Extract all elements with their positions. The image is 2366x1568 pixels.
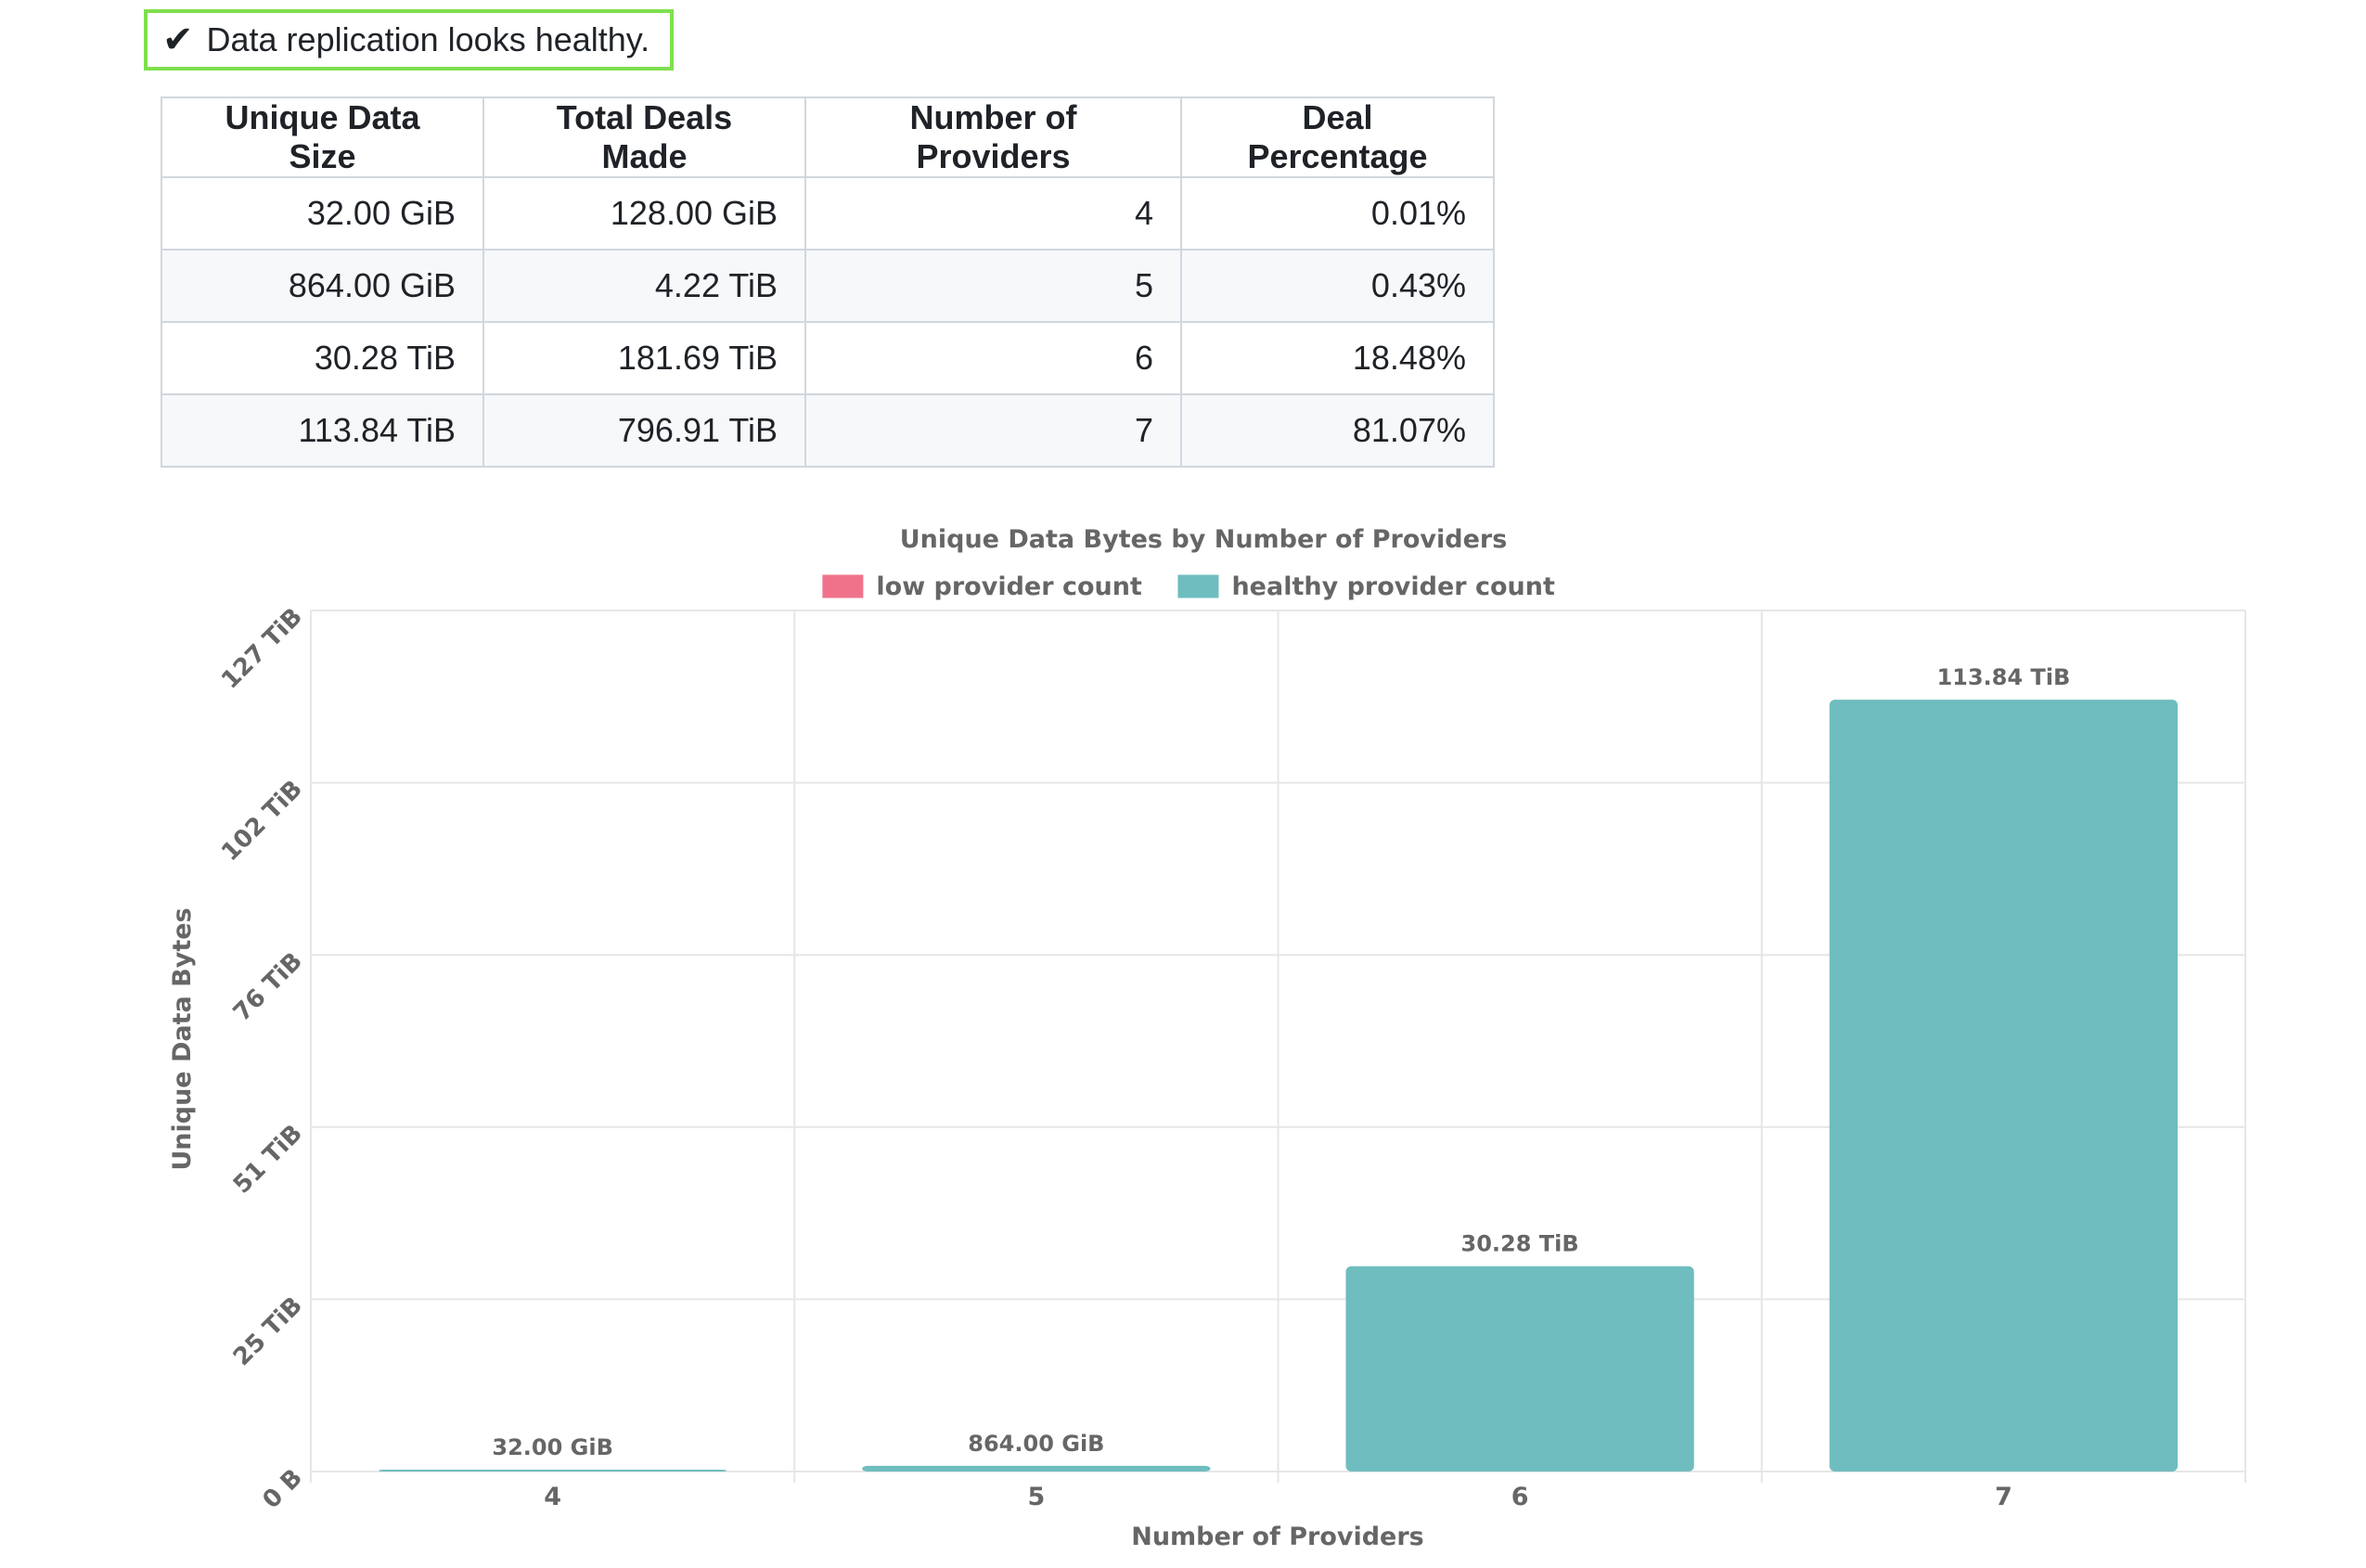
table-cell: 30.28 TiB <box>161 321 484 395</box>
bar <box>862 1465 1211 1472</box>
table-cell: 0.01% <box>1180 176 1495 251</box>
chart-bars <box>378 700 2179 1472</box>
x-tick-label: 4 <box>544 1483 561 1511</box>
legend-label: healthy provider count <box>1231 572 1555 601</box>
y-tick-label: 127 TiB <box>216 603 308 695</box>
replication-table: Unique Data Size Total Deals Made Number… <box>161 96 1495 468</box>
table-cell: 32.00 GiB <box>161 176 484 251</box>
table-cell: 5 <box>804 249 1182 323</box>
bar-chart: Unique Data Bytes by Number of Providers… <box>168 525 2246 1551</box>
check-icon: ✔ <box>162 19 194 60</box>
chart-grid <box>310 610 2246 1483</box>
bar-value-label: 32.00 GiB <box>492 1434 613 1460</box>
bar-value-label: 113.84 TiB <box>1936 664 2070 690</box>
x-axis-ticks: 4 5 6 7 <box>544 1483 2012 1511</box>
chart-legend: low provider count healthy provider count <box>822 572 1555 601</box>
table-cell: 6 <box>804 321 1182 395</box>
y-tick-label: 76 TiB <box>228 947 308 1027</box>
chart-value-labels: 32.00 GiB 864.00 GiB 30.28 TiB 113.84 TiB <box>492 664 2070 1460</box>
table-cell: 181.69 TiB <box>482 321 806 395</box>
table-header-row: Unique Data Size Total Deals Made Number… <box>161 96 1495 178</box>
column-header-total-deals-made: Total Deals Made <box>482 96 806 178</box>
table-cell: 7 <box>804 393 1182 468</box>
table-cell: 4.22 TiB <box>482 249 806 323</box>
x-tick-label: 6 <box>1511 1483 1529 1511</box>
table-cell: 4 <box>804 176 1182 251</box>
table-row: 30.28 TiB 181.69 TiB 6 18.48% <box>161 321 1495 395</box>
table-row: 113.84 TiB 796.91 TiB 7 81.07% <box>161 393 1495 468</box>
column-header-deal-percentage: Deal Percentage <box>1180 96 1495 178</box>
y-axis-ticks: 0 B 25 TiB 51 TiB 76 TiB 102 TiB 127 TiB <box>216 603 308 1514</box>
table-cell: 113.84 TiB <box>161 393 484 468</box>
table-row: 32.00 GiB 128.00 GiB 4 0.01% <box>161 176 1495 251</box>
x-tick-label: 5 <box>1027 1483 1045 1511</box>
x-axis-title: Number of Providers <box>1131 1523 1424 1551</box>
bar-value-label: 30.28 TiB <box>1461 1231 1579 1257</box>
y-tick-label: 0 B <box>258 1464 308 1514</box>
bar <box>378 1470 727 1472</box>
table-cell: 81.07% <box>1180 393 1495 468</box>
column-header-unique-data-size: Unique Data Size <box>161 96 484 178</box>
bar-value-label: 864.00 GiB <box>968 1431 1104 1457</box>
table-cell: 128.00 GiB <box>482 176 806 251</box>
bar <box>1829 700 2179 1472</box>
y-tick-label: 25 TiB <box>228 1292 308 1371</box>
legend-label: low provider count <box>876 572 1142 601</box>
legend-swatch <box>822 574 864 598</box>
y-axis-title: Unique Data Bytes <box>168 907 197 1170</box>
x-tick-label: 7 <box>1995 1483 2012 1511</box>
y-tick-label: 102 TiB <box>216 775 308 867</box>
status-banner: ✔ Data replication looks healthy. <box>144 9 675 71</box>
chart-title: Unique Data Bytes by Number of Providers <box>900 525 1508 554</box>
table-cell: 18.48% <box>1180 321 1495 395</box>
y-tick-label: 51 TiB <box>228 1120 308 1200</box>
bar <box>1345 1266 1694 1472</box>
table-cell: 0.43% <box>1180 249 1495 323</box>
column-header-number-of-providers: Number of Providers <box>804 96 1182 178</box>
table-cell: 796.91 TiB <box>482 393 806 468</box>
table-row: 864.00 GiB 4.22 TiB 5 0.43% <box>161 249 1495 323</box>
legend-swatch <box>1177 574 1219 598</box>
status-message: Data replication looks healthy. <box>206 20 650 58</box>
table-cell: 864.00 GiB <box>161 249 484 323</box>
